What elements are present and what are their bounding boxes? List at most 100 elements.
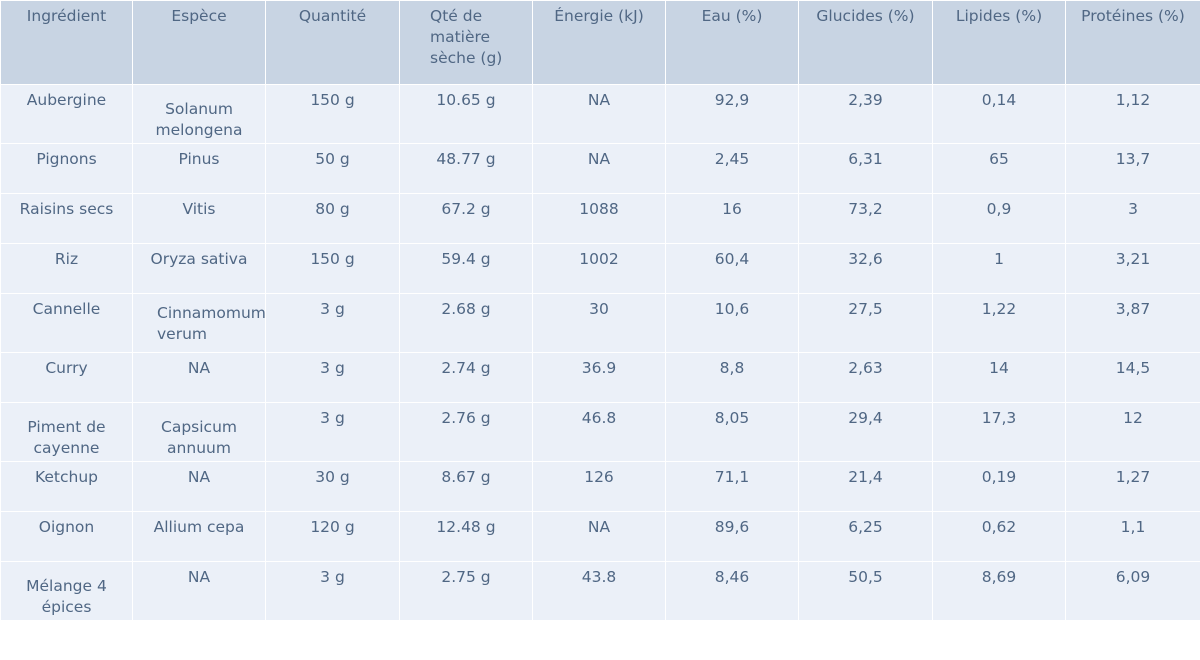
table-cell: 21,4 xyxy=(799,462,933,512)
table-cell: 8,8 xyxy=(666,353,799,403)
table-cell: 1,27 xyxy=(1066,462,1200,512)
table-cell: 2.76 g xyxy=(400,403,533,462)
table-cell: 150 g xyxy=(266,85,400,144)
table-cell: Cinnamomum verum xyxy=(133,294,266,353)
table-cell: Solanum melongena xyxy=(133,85,266,144)
table-cell: 14 xyxy=(933,353,1066,403)
table-cell: 3 g xyxy=(266,562,400,621)
table-cell: Curry xyxy=(1,353,133,403)
table-cell: 10,6 xyxy=(666,294,799,353)
table-cell: 30 g xyxy=(266,462,400,512)
header-espece: Espèce xyxy=(133,1,266,85)
table-cell: 12.48 g xyxy=(400,512,533,562)
header-matiere-seche: Qté de matière sèche (g) xyxy=(400,1,533,85)
table-cell: 1002 xyxy=(533,244,666,294)
table-cell: NA xyxy=(133,462,266,512)
header-proteines: Protéines (%) xyxy=(1066,1,1200,85)
table-cell: 6,31 xyxy=(799,144,933,194)
header-energie: Énergie (kJ) xyxy=(533,1,666,85)
table-cell: 50,5 xyxy=(799,562,933,621)
table-cell: Ketchup xyxy=(1,462,133,512)
table-cell: 50 g xyxy=(266,144,400,194)
table-cell: Mélange 4 épices xyxy=(1,562,133,621)
table-cell: 120 g xyxy=(266,512,400,562)
header-quantite: Quantité xyxy=(266,1,400,85)
table-row: Aubergine Solanum melongena 150 g 10.65 g NA… xyxy=(1,85,1200,144)
table-cell: 43.8 xyxy=(533,562,666,621)
table-cell: 71,1 xyxy=(666,462,799,512)
table-cell: 3,21 xyxy=(1066,244,1200,294)
table-cell: 1,22 xyxy=(933,294,1066,353)
table-cell: 6,25 xyxy=(799,512,933,562)
table-cell: 14,5 xyxy=(1066,353,1200,403)
table-cell: 8,69 xyxy=(933,562,1066,621)
table-cell: 2,39 xyxy=(799,85,933,144)
table-row: Riz Oryza sativa 150 g 59.4 g 1002 60,4 32,6 1 3… xyxy=(1,244,1200,294)
table-cell: 8.67 g xyxy=(400,462,533,512)
header-glucides: Glucides (%) xyxy=(799,1,933,85)
table-cell: 67.2 g xyxy=(400,194,533,244)
table-cell: 126 xyxy=(533,462,666,512)
table-cell: 2.68 g xyxy=(400,294,533,353)
table-cell: 59.4 g xyxy=(400,244,533,294)
table-cell: 89,6 xyxy=(666,512,799,562)
table-cell: 3 g xyxy=(266,294,400,353)
table-cell: 1,12 xyxy=(1066,85,1200,144)
table-cell: 3 g xyxy=(266,403,400,462)
table-cell: Cannelle xyxy=(1,294,133,353)
table-cell: 0,14 xyxy=(933,85,1066,144)
table-cell: 12 xyxy=(1066,403,1200,462)
table-cell: NA xyxy=(133,562,266,621)
table-cell: NA xyxy=(533,512,666,562)
header-ingredient: Ingrédient xyxy=(1,1,133,85)
table-cell: Raisins secs xyxy=(1,194,133,244)
table-row: Cannelle Cinnamomum verum 3 g 2.68 g 30 10,6 2… xyxy=(1,294,1200,353)
table-cell: 92,9 xyxy=(666,85,799,144)
header-row: Ingrédient Espèce Quantité Qté de matièr… xyxy=(1,1,1200,85)
table-cell: 0,19 xyxy=(933,462,1066,512)
table-cell: 8,05 xyxy=(666,403,799,462)
table-cell: Oryza sativa xyxy=(133,244,266,294)
table-row: Pignons Pinus 50 g 48.77 g NA 2,45 6,31 65 13,7 xyxy=(1,144,1200,194)
table-cell: 29,4 xyxy=(799,403,933,462)
table-cell: 73,2 xyxy=(799,194,933,244)
table-cell: 32,6 xyxy=(799,244,933,294)
table-cell: 48.77 g xyxy=(400,144,533,194)
table-cell: 36.9 xyxy=(533,353,666,403)
table-cell: 10.65 g xyxy=(400,85,533,144)
table-cell: 3 g xyxy=(266,353,400,403)
table-cell: 1 xyxy=(933,244,1066,294)
table-cell: Allium cepa xyxy=(133,512,266,562)
table-cell: 3,87 xyxy=(1066,294,1200,353)
table-cell: 6,09 xyxy=(1066,562,1200,621)
table-cell: 0,9 xyxy=(933,194,1066,244)
table-cell: Capsicum annuum xyxy=(133,403,266,462)
table-cell: 16 xyxy=(666,194,799,244)
table-cell: Aubergine xyxy=(1,85,133,144)
table-cell: 80 g xyxy=(266,194,400,244)
table-cell: 0,62 xyxy=(933,512,1066,562)
table-cell: NA xyxy=(133,353,266,403)
table-row: Ketchup NA 30 g 8.67 g 126 71,1 21,4 0,19 1,27 xyxy=(1,462,1200,512)
table-cell: Riz xyxy=(1,244,133,294)
table-cell: 8,46 xyxy=(666,562,799,621)
table-cell: 17,3 xyxy=(933,403,1066,462)
table-cell: 150 g xyxy=(266,244,400,294)
header-eau: Eau (%) xyxy=(666,1,799,85)
table-row: Mélange 4 épices NA 3 g 2.75 g 43.8 8,46 50,5 8… xyxy=(1,562,1200,621)
table-cell: 30 xyxy=(533,294,666,353)
table-cell: Piment de cayenne xyxy=(1,403,133,462)
table-row: Curry NA 3 g 2.74 g 36.9 8,8 2,63 14 14,5 xyxy=(1,353,1200,403)
table-cell: 13,7 xyxy=(1066,144,1200,194)
table-cell: 65 xyxy=(933,144,1066,194)
table-cell: Oignon xyxy=(1,512,133,562)
table-cell: NA xyxy=(533,85,666,144)
table-row: Raisins secs Vitis 80 g 67.2 g 1088 16 73,2 0,9… xyxy=(1,194,1200,244)
nutrition-table: Ingrédient Espèce Quantité Qté de matièr… xyxy=(1,1,1200,621)
table-cell: NA xyxy=(533,144,666,194)
table-cell: Vitis xyxy=(133,194,266,244)
table-cell: 60,4 xyxy=(666,244,799,294)
table-row: Piment de cayenne Capsicum annuum 3 g 2.76 … xyxy=(1,403,1200,462)
table-cell: Pignons xyxy=(1,144,133,194)
table-cell: 2.75 g xyxy=(400,562,533,621)
